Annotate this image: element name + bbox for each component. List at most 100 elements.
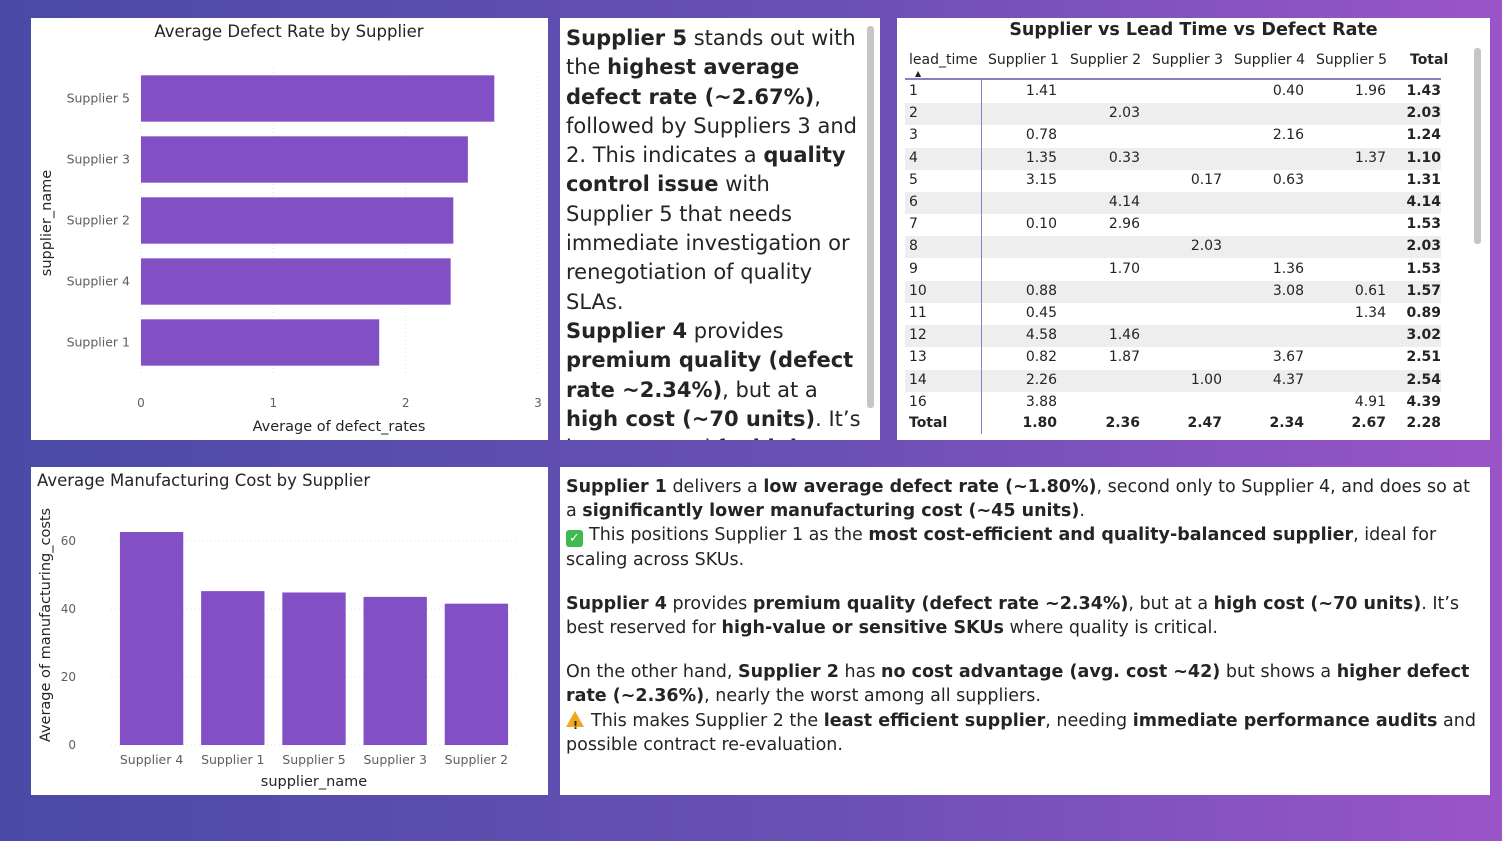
column-header[interactable]: Supplier 3 bbox=[1152, 52, 1224, 68]
body-text: , but at a bbox=[1128, 593, 1214, 614]
body-text: provides bbox=[666, 593, 753, 614]
emphasis-text: Supplier 4 bbox=[566, 318, 688, 343]
body-text: , but at a bbox=[722, 377, 818, 402]
value-cell: 2.03 bbox=[1108, 105, 1140, 122]
chart-title: Average Manufacturing Cost by Supplier bbox=[37, 471, 370, 490]
value-cell: 3.08 bbox=[1272, 282, 1304, 299]
supplier-summary-panel: Supplier 1 delivers a low average defect… bbox=[560, 467, 1490, 795]
table-row: 7 0.10 2.96 1.53 bbox=[905, 214, 1441, 236]
emphasis-text: premium quality (defect rate ~2.34%) bbox=[566, 348, 854, 402]
value-cell: 0.82 bbox=[1025, 349, 1057, 366]
value-cell: 4.14 bbox=[1108, 194, 1140, 210]
column-header[interactable]: Supplier 1 bbox=[988, 52, 1060, 68]
x-category-label: Supplier 5 bbox=[282, 752, 345, 767]
lead-time-cell: 5 bbox=[909, 171, 918, 188]
body-text: . bbox=[1079, 501, 1085, 522]
x-category-label: Supplier 1 bbox=[201, 752, 264, 767]
body-text: provides bbox=[687, 318, 784, 343]
insight-scrollbar[interactable] bbox=[867, 26, 874, 408]
lead-time-cell: 16 bbox=[909, 393, 927, 410]
column-header[interactable]: Supplier 2 bbox=[1070, 52, 1142, 68]
y-category-label: Supplier 2 bbox=[67, 213, 130, 228]
body-text: This positions Supplier 1 as the bbox=[589, 525, 869, 546]
value-cell: 2.03 bbox=[1190, 238, 1222, 255]
lead-time-cell: 6 bbox=[909, 194, 918, 210]
column-header[interactable]: Supplier 5 bbox=[1316, 52, 1388, 68]
body-text: , second only to Supplier 4, and does so… bbox=[566, 477, 1470, 522]
bar bbox=[141, 258, 451, 305]
matrix-scrollbar[interactable] bbox=[1474, 48, 1481, 244]
defect-rate-chart-panel[interactable]: Average Defect Rate by Supplier 0 1 2 3 Suppl… bbox=[31, 18, 548, 440]
value-cell: 2.47 bbox=[1187, 415, 1222, 431]
value-cell: 0.33 bbox=[1108, 149, 1140, 166]
lead-time-cell: 11 bbox=[909, 305, 927, 321]
value-cell: 2.36 bbox=[1105, 415, 1140, 431]
manufacturing-cost-chart-panel[interactable]: Average Manufacturing Cost by Supplier 0 2… bbox=[31, 467, 548, 795]
emphasis-text: quality control issue bbox=[566, 143, 846, 197]
table-row: 3 0.78 2.16 1.24 bbox=[905, 125, 1441, 147]
emphasis-text: least efficient supplier bbox=[823, 710, 1046, 731]
value-cell: 3.88 bbox=[1025, 393, 1057, 410]
value-cell: 1.00 bbox=[1190, 371, 1222, 388]
lead-time-cell: 10 bbox=[909, 282, 927, 299]
value-cell: 2.67 bbox=[1351, 415, 1386, 431]
column-header[interactable]: Total bbox=[1410, 52, 1449, 68]
emphasis-text: premium quality (defect rate ~2.34%) bbox=[752, 593, 1129, 614]
value-cell: 1.46 bbox=[1108, 327, 1140, 344]
emphasis-text: no cost advantage (avg. cost ~42) bbox=[881, 662, 1221, 683]
emphasis-text: highest average defect rate (~2.67%) bbox=[566, 55, 815, 109]
emphasis-text: Supplier 5 bbox=[566, 26, 688, 50]
lead-time-cell: 14 bbox=[909, 371, 927, 388]
row-header-label[interactable]: lead_time bbox=[909, 52, 978, 68]
defect-insight-text: Supplier 5 stands out with the highest a… bbox=[566, 24, 862, 440]
value-cell: 0.45 bbox=[1025, 305, 1057, 321]
x-tick-label: 2 bbox=[402, 396, 410, 410]
value-cell: 0.10 bbox=[1025, 216, 1057, 233]
table-row: 1 1.41 0.40 1.96 1.43 bbox=[905, 81, 1441, 103]
value-cell: 1.96 bbox=[1354, 83, 1386, 99]
row-total-cell: 0.89 bbox=[1406, 305, 1441, 321]
body-text: . It’s best reserved for bbox=[566, 593, 1460, 639]
value-cell: 1.34 bbox=[1354, 305, 1386, 321]
bar bbox=[141, 136, 468, 183]
row-total-cell: 1.53 bbox=[1406, 260, 1441, 277]
table-row: 13 0.82 1.87 3.67 2.51 bbox=[905, 347, 1441, 369]
paragraph-spacer bbox=[566, 640, 1482, 660]
row-total-cell: 4.39 bbox=[1406, 393, 1441, 410]
row-total-cell: 4.14 bbox=[1406, 194, 1441, 210]
lead-time-cell: 9 bbox=[909, 260, 918, 277]
bar bbox=[282, 592, 346, 745]
table-row: 12 4.58 1.46 3.02 bbox=[905, 325, 1441, 348]
row-total-cell: 1.24 bbox=[1406, 127, 1441, 144]
value-cell: 0.17 bbox=[1190, 171, 1222, 188]
bar bbox=[119, 532, 184, 745]
row-total-cell: 1.10 bbox=[1406, 149, 1441, 166]
table-row: 8 2.03 2.03 bbox=[905, 236, 1441, 259]
lead-time-cell: 12 bbox=[909, 327, 927, 344]
value-cell: 2.16 bbox=[1272, 127, 1304, 144]
summary-paragraph: Supplier 1 delivers a low average defect… bbox=[566, 475, 1482, 523]
x-tick-label: 0 bbox=[137, 396, 145, 410]
column-header[interactable]: Supplier 4 bbox=[1234, 52, 1306, 68]
manufacturing-cost-chart: Average Manufacturing Cost by Supplier 0 2… bbox=[37, 471, 517, 790]
value-cell: 0.78 bbox=[1025, 127, 1057, 144]
matrix-header-row: lead_time ▲ Supplier 1 Supplier 2 Supplier 3… bbox=[905, 48, 1448, 80]
sort-ascending-icon[interactable]: ▲ bbox=[915, 69, 922, 78]
table-row: 10 0.88 3.08 0.61 1.57 bbox=[905, 280, 1441, 303]
check-icon: ✓ bbox=[566, 530, 583, 548]
y-axis-title: Average of manufacturing_costs bbox=[38, 508, 54, 742]
body-text: but shows a bbox=[1220, 662, 1337, 683]
insight-paragraph: Supplier 4 provides premium quality (def… bbox=[566, 317, 862, 440]
value-cell: 1.37 bbox=[1354, 149, 1386, 166]
value-cell: 4.58 bbox=[1025, 327, 1057, 344]
bar bbox=[363, 596, 427, 745]
value-cell: 2.26 bbox=[1025, 371, 1057, 388]
y-category-label: Supplier 1 bbox=[67, 335, 130, 350]
table-row: 5 3.15 0.17 0.63 1.31 bbox=[905, 170, 1441, 192]
warning-icon: ! bbox=[566, 710, 584, 732]
body-text: , followed by Suppliers 3 and 2. This in… bbox=[566, 84, 857, 168]
emphasis-text: high cost (~70 units) bbox=[566, 406, 816, 431]
bar bbox=[141, 319, 380, 366]
y-tick-label: 20 bbox=[61, 670, 76, 684]
summary-paragraph: Supplier 4 provides premium quality (def… bbox=[566, 592, 1482, 640]
